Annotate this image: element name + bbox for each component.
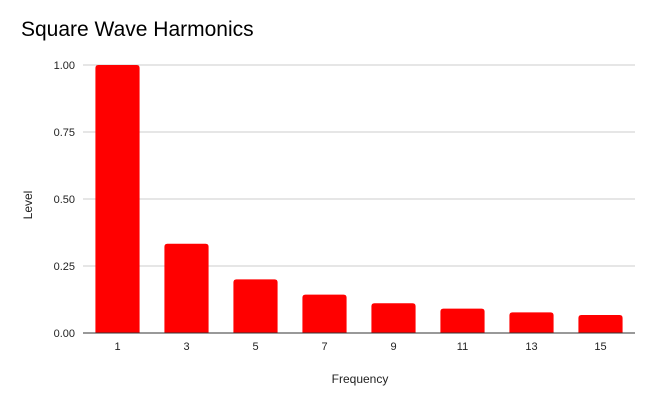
y-tick-label: 0.00 — [54, 328, 75, 340]
y-axis-title: Level — [21, 191, 35, 220]
x-tick-label: 5 — [252, 341, 258, 353]
bar-1 — [95, 65, 140, 333]
x-tick-label: 13 — [525, 341, 537, 353]
x-tick-label: 1 — [114, 341, 120, 353]
bar-5 — [233, 279, 278, 333]
bar-layer — [95, 65, 623, 333]
bar-7 — [302, 294, 347, 333]
y-tick-label: 0.25 — [54, 261, 75, 273]
x-axis-title: Frequency — [332, 372, 389, 386]
y-tick-label: 1.00 — [54, 60, 75, 72]
bar-15 — [578, 315, 623, 333]
x-tick-label: 15 — [594, 341, 606, 353]
bar-3 — [164, 243, 209, 333]
x-tick-label: 11 — [457, 341, 468, 353]
y-tick-label: 0.50 — [54, 194, 75, 206]
bar-13 — [509, 312, 554, 333]
x-tick-label: 9 — [390, 341, 396, 353]
y-tick-label: 0.75 — [54, 127, 75, 139]
x-tick-label: 3 — [183, 341, 189, 353]
chart-title: Square Wave Harmonics — [21, 18, 254, 41]
label-layer: 0.000.250.500.751.001 3 5 7 9 11 13 15 — [54, 60, 607, 353]
bar-11 — [440, 308, 485, 333]
grid-layer — [83, 64, 635, 267]
bar-9 — [371, 303, 416, 333]
x-tick-label: 7 — [321, 341, 327, 353]
